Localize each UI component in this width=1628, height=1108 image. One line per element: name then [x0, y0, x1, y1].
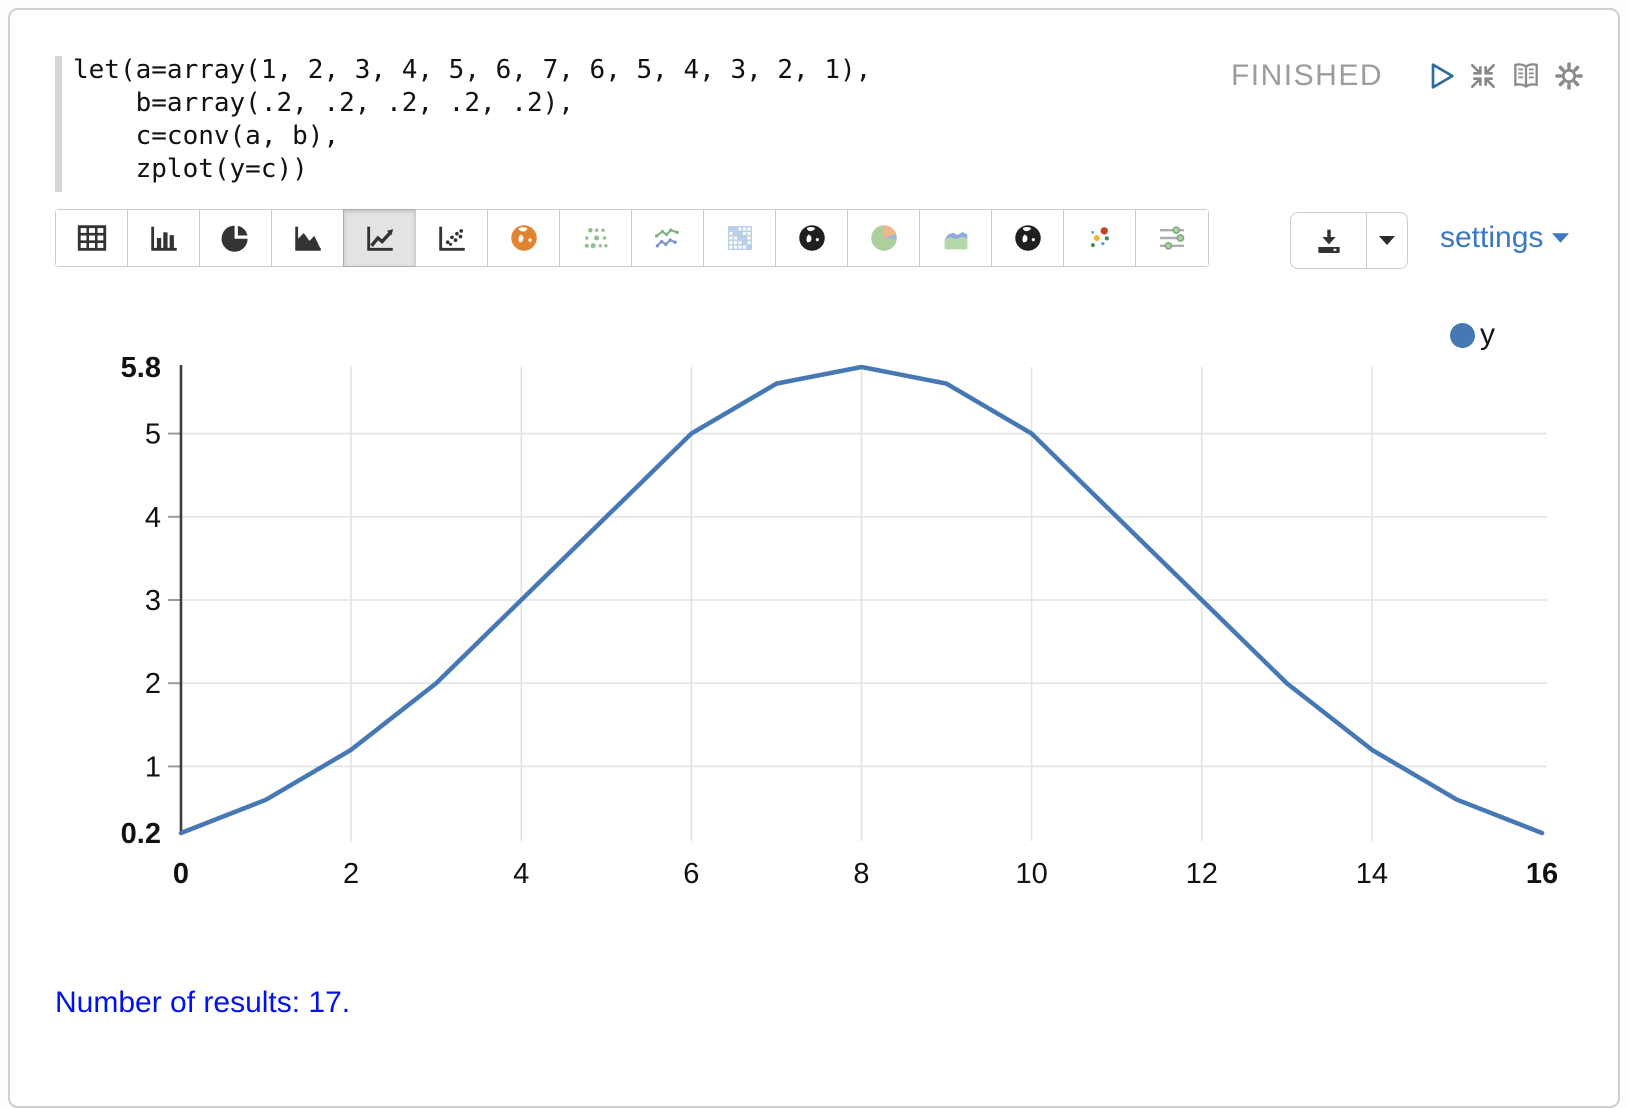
area-chart-icon [294, 226, 321, 251]
pie-colored-button[interactable] [848, 210, 920, 266]
svg-text:8: 8 [853, 858, 869, 890]
pie-chart-icon [221, 225, 248, 252]
matrix-chart-button[interactable] [704, 210, 776, 266]
chart-type-toolbar [55, 209, 1209, 267]
code-gutter-bar [55, 56, 62, 192]
book-icon[interactable] [1510, 60, 1542, 92]
multi-line-chart-button[interactable] [632, 210, 704, 266]
download-button[interactable] [1291, 213, 1367, 268]
bar-chart-icon [150, 226, 177, 251]
stacked-area-icon [944, 232, 967, 250]
interval-slider-button[interactable] [1136, 210, 1208, 266]
download-button-group [1290, 212, 1408, 269]
area-chart-button[interactable] [272, 210, 344, 266]
legend-item-y[interactable]: y [1450, 318, 1495, 352]
play-icon[interactable] [1425, 60, 1457, 92]
status-badge: FINISHED [1230, 59, 1383, 92]
pie-colored-icon [870, 225, 897, 251]
svg-text:2: 2 [343, 858, 359, 890]
svg-text:1: 1 [145, 751, 161, 783]
matrix-chart-icon [727, 225, 752, 251]
table-button[interactable] [56, 210, 128, 266]
globe-orange-icon [510, 225, 537, 251]
svg-text:0.2: 0.2 [121, 818, 161, 850]
download-options-caret[interactable] [1367, 213, 1407, 268]
map-globe-orange-button[interactable] [488, 210, 560, 266]
code-line: zplot(y=c)) [73, 154, 308, 184]
code-text[interactable]: let(a=array(1, 2, 3, 4, 5, 6, 7, 6, 5, 4… [73, 54, 871, 186]
svg-text:14: 14 [1356, 858, 1388, 890]
pie-chart-button[interactable] [200, 210, 272, 266]
svg-text:2: 2 [145, 668, 161, 700]
bubble-chart-icon [1090, 227, 1109, 248]
svg-text:3: 3 [145, 585, 161, 617]
settings-toggle[interactable]: settings [1440, 221, 1570, 255]
line-chart-button[interactable] [343, 209, 417, 267]
svg-text:4: 4 [513, 858, 529, 890]
scatter-chart-button[interactable] [416, 210, 488, 266]
compress-icon[interactable] [1467, 60, 1499, 92]
multi-line-chart-icon [654, 228, 679, 248]
settings-label: settings [1440, 221, 1544, 254]
code-line: b=array(.2, .2, .2, .2, .2), [73, 88, 574, 118]
svg-text:16: 16 [1526, 858, 1558, 890]
download-icon [1317, 229, 1340, 253]
map-globe-dark-button[interactable] [776, 210, 848, 266]
code-line: c=conv(a, b), [73, 121, 340, 151]
legend-label: y [1480, 318, 1495, 351]
dot-grid-button[interactable] [560, 210, 632, 266]
globe-dark-2-icon [1014, 225, 1041, 251]
interval-slider-icon [1159, 226, 1185, 250]
legend-swatch [1450, 322, 1475, 348]
svg-text:5: 5 [145, 419, 161, 451]
caret-down-icon [1552, 232, 1570, 243]
svg-text:12: 12 [1186, 858, 1218, 890]
globe-dark-icon [798, 225, 825, 251]
table-icon [77, 225, 106, 251]
stacked-area-button[interactable] [920, 210, 992, 266]
scatter-chart-icon [438, 226, 465, 251]
svg-text:5.8: 5.8 [121, 352, 161, 384]
bar-chart-button[interactable] [128, 210, 200, 266]
svg-text:4: 4 [145, 502, 161, 534]
map-globe-dark-2-button[interactable] [992, 210, 1064, 266]
svg-text:6: 6 [683, 858, 699, 890]
gear-icon[interactable] [1553, 60, 1585, 92]
dot-grid-icon [584, 227, 608, 249]
svg-text:0: 0 [173, 858, 189, 890]
bubble-chart-button[interactable] [1064, 210, 1136, 266]
code-line: let(a=array(1, 2, 3, 4, 5, 6, 7, 6, 5, 4… [73, 55, 872, 85]
paragraph-card: let(a=array(1, 2, 3, 4, 5, 6, 7, 6, 5, 4… [8, 8, 1620, 1108]
svg-text:10: 10 [1015, 858, 1047, 890]
caret-down-icon [1379, 235, 1395, 245]
results-count-text: Number of results: 17. [55, 986, 351, 1019]
line-chart-icon [366, 226, 393, 251]
